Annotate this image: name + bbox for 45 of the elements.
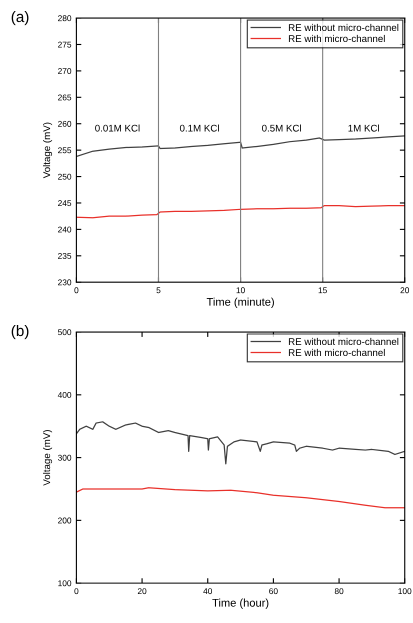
y-tick-label: 245 xyxy=(58,200,72,206)
line-series xyxy=(76,204,405,218)
x-tick-label: 15 xyxy=(318,287,327,294)
x-tick-label: 100 xyxy=(398,588,412,594)
annotation: 0.5M KCl xyxy=(262,124,301,132)
y-axis-title: Voltage (mV) xyxy=(43,430,52,486)
y-tick-label: 230 xyxy=(58,279,72,286)
x-tick-label: 60 xyxy=(269,588,278,594)
legend-label: RE with micro-channel xyxy=(288,34,385,42)
y-tick-label: 270 xyxy=(58,68,72,74)
annotation: 1M KCl xyxy=(348,124,379,132)
text: (a) xyxy=(12,10,28,26)
x-tick-label: 0 xyxy=(74,588,78,594)
text: (b) xyxy=(12,324,28,340)
annotation: 0.1M KCl xyxy=(180,124,219,132)
y-tick-label: 280 xyxy=(58,15,72,22)
y-tick-label: 200 xyxy=(58,518,72,524)
legend-label: RE with micro-channel xyxy=(288,348,385,356)
x-tick-label: 0 xyxy=(74,287,78,294)
x-axis-title: Time (minute) xyxy=(206,298,274,308)
x-tick-label: 40 xyxy=(203,588,212,594)
y-tick-label: 240 xyxy=(58,226,72,232)
y-axis-title: Voltage (mV) xyxy=(43,122,52,178)
y-tick-label: 250 xyxy=(58,174,72,180)
line-series xyxy=(76,421,405,464)
legend-label: RE without micro-channel xyxy=(288,338,398,346)
y-tick-label: 500 xyxy=(58,329,72,336)
y-tick-label: 260 xyxy=(58,120,72,127)
y-tick-label: 100 xyxy=(58,580,72,586)
y-tick-label: 265 xyxy=(58,94,72,100)
y-tick-label: 235 xyxy=(58,253,72,259)
x-tick-label: 5 xyxy=(156,287,160,294)
y-tick-label: 400 xyxy=(58,392,72,398)
x-tick-label: 20 xyxy=(138,588,146,594)
annotation: 0.01M KCl xyxy=(95,124,140,132)
x-axis-title: Time (hour) xyxy=(212,598,268,609)
y-tick-label: 255 xyxy=(58,147,72,154)
line-series xyxy=(76,487,405,508)
x-tick-label: 20 xyxy=(400,287,410,294)
legend-label: RE without micro-channel xyxy=(288,24,398,32)
x-tick-label: 80 xyxy=(334,588,344,594)
y-tick-label: 300 xyxy=(58,454,72,461)
line-series xyxy=(76,135,405,158)
x-tick-label: 10 xyxy=(236,287,245,294)
y-tick-label: 275 xyxy=(58,42,72,48)
